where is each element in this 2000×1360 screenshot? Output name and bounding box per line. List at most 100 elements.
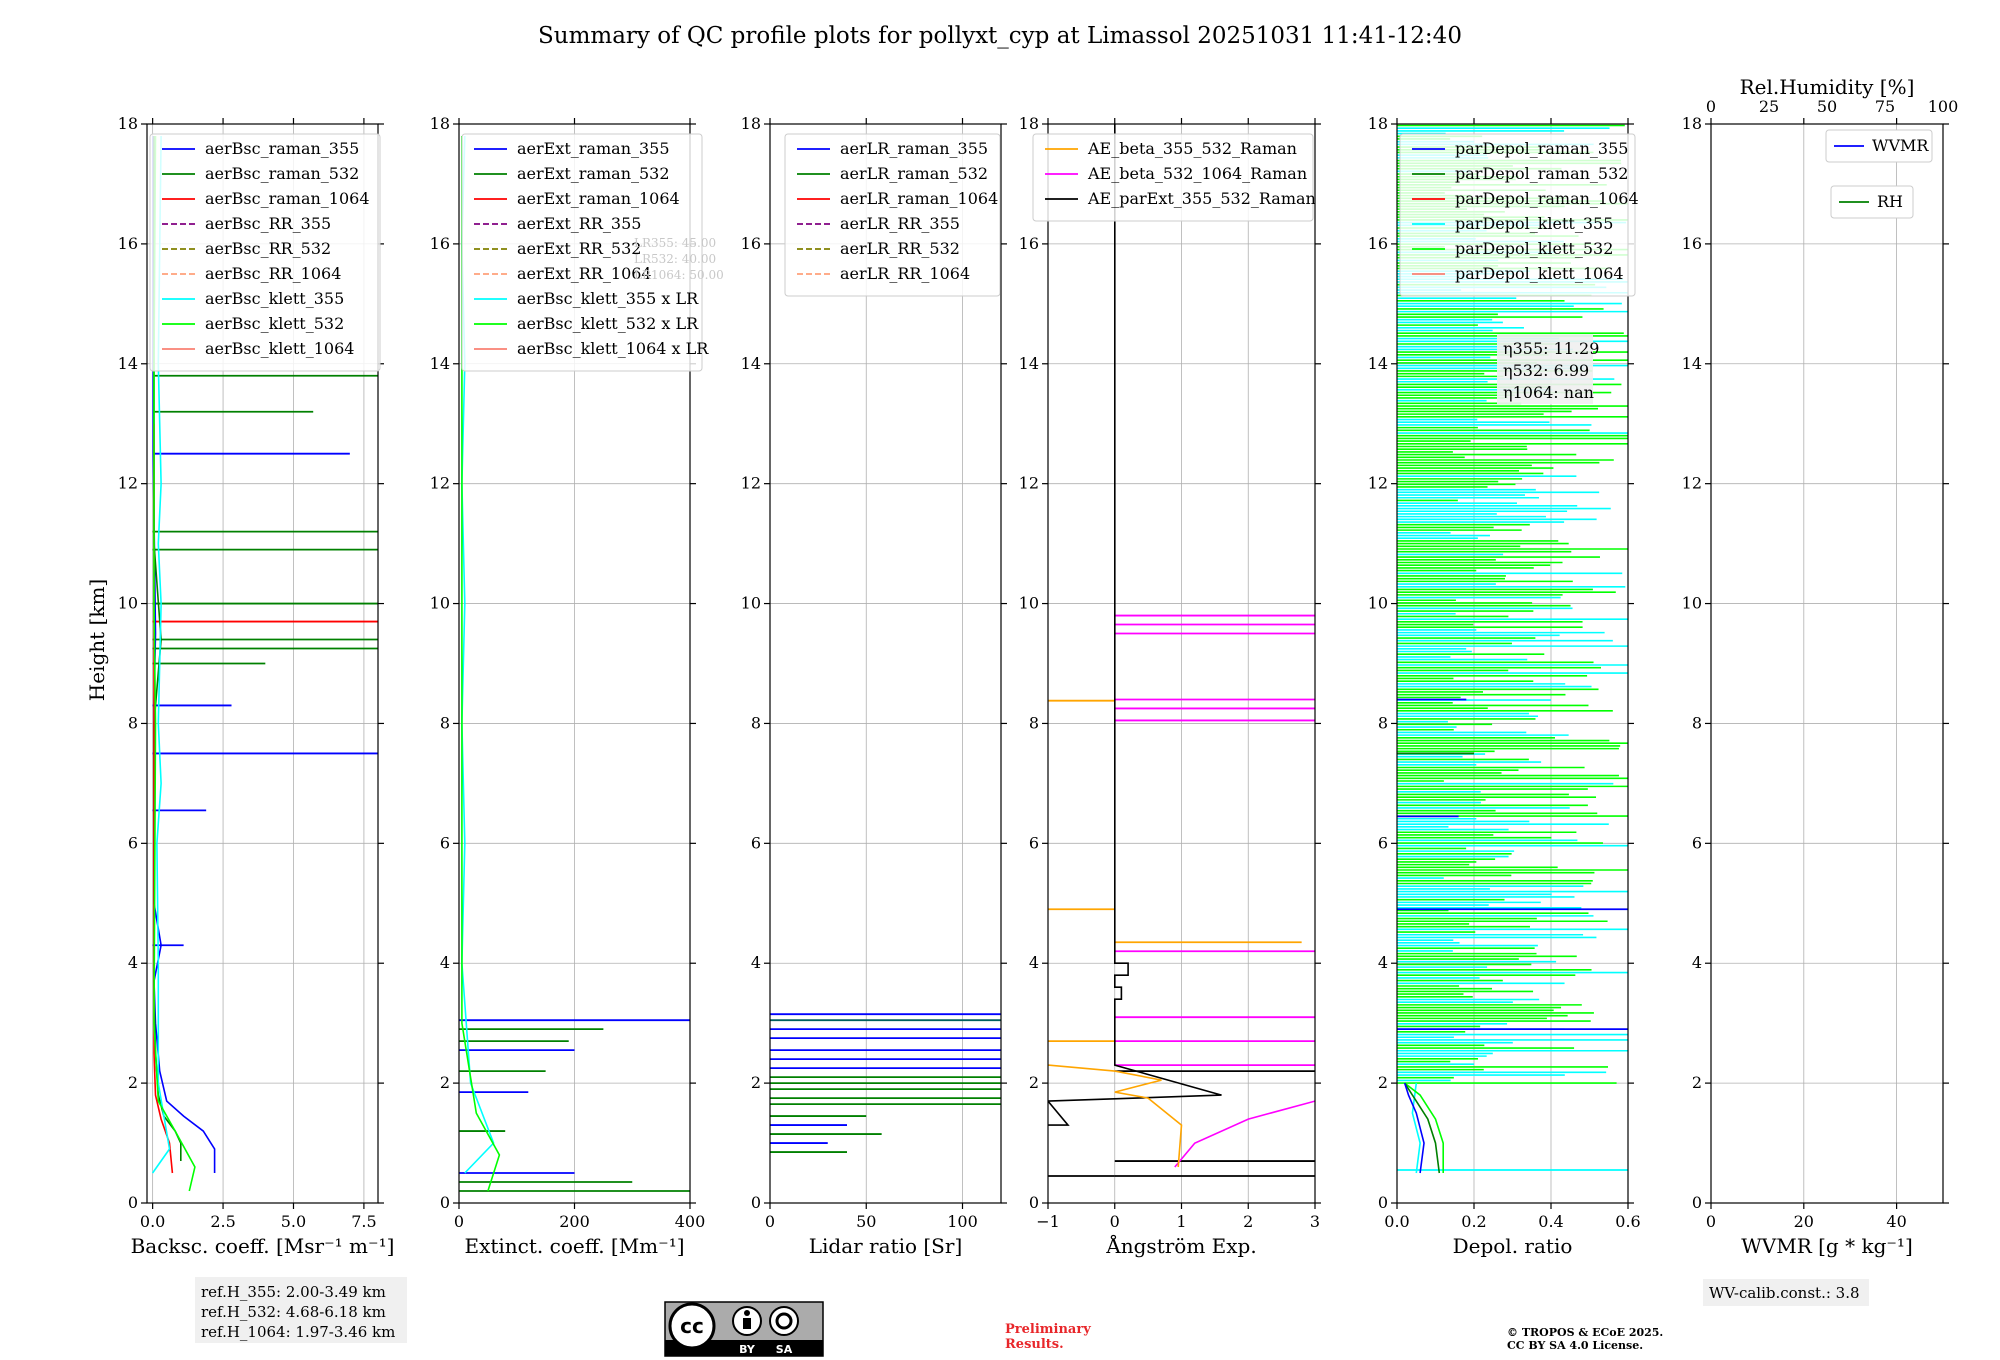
y-tick-label: 10 xyxy=(118,594,138,613)
y-tick-label: 12 xyxy=(118,474,138,493)
x-axis-label: Extinct. coeff. [Mm⁻¹] xyxy=(464,1234,684,1258)
legend-label: parDepol_klett_1064 xyxy=(1455,264,1624,283)
top-x-tick-label: 75 xyxy=(1875,97,1895,116)
y-tick-label: 12 xyxy=(1368,474,1388,493)
x-tick-label: 0.0 xyxy=(140,1212,165,1231)
legend-box-rh xyxy=(1830,185,1914,219)
legend-label: aerLR_RR_1064 xyxy=(840,264,970,283)
x-tick-label: 2 xyxy=(1243,1212,1253,1231)
series-aerBsc_klett_355 xyxy=(151,135,171,1174)
panel-lidar_ratio: 0 2 4 6 8 10 12 14 16 18 0 50 100 Lidar ratio [Sr] aer… xyxy=(741,114,1007,1258)
legend-box-wvmr xyxy=(1825,129,1933,163)
x-tick-label: 5.0 xyxy=(281,1212,306,1231)
y-tick-label: 14 xyxy=(1682,354,1702,373)
legend-label: aerLR_raman_532 xyxy=(840,164,988,183)
legend-label: aerExt_raman_355 xyxy=(517,139,670,158)
legend-box xyxy=(1399,133,1636,297)
x-tick-label: 100 xyxy=(947,1212,978,1231)
x-axis-label: Depol. ratio xyxy=(1453,1234,1573,1258)
y-tick-label: 14 xyxy=(118,354,138,373)
y-tick-label: 8 xyxy=(128,713,138,732)
y-tick-label: 8 xyxy=(1378,713,1388,732)
y-tick-label: 4 xyxy=(1378,953,1388,972)
y-tick-label: 6 xyxy=(440,833,450,852)
legend-label: aerExt_RR_532 xyxy=(517,239,641,258)
lr-annotation: LR532: 40.00 xyxy=(634,252,716,266)
legend-box xyxy=(149,133,381,372)
x-tick-label: 0.2 xyxy=(1461,1212,1486,1231)
legend-label: aerLR_RR_532 xyxy=(840,239,960,258)
top-x-tick-label: 25 xyxy=(1759,97,1779,116)
y-tick-label: 4 xyxy=(440,953,450,972)
y-tick-label: 0 xyxy=(1029,1193,1039,1212)
panel-frame xyxy=(1710,123,1944,1204)
y-tick-label: 2 xyxy=(1378,1073,1388,1092)
legend-box xyxy=(784,133,1001,297)
series-AE_parExt_355_532_Raman xyxy=(1048,124,1222,1126)
y-tick-label: 8 xyxy=(751,713,761,732)
x-tick-label: 50 xyxy=(856,1212,876,1231)
lr-annotation: LR355: 45.00 xyxy=(634,236,716,250)
preliminary-line1: Preliminary xyxy=(1005,1322,1091,1337)
cc-license-badge: cc BY SA xyxy=(664,1301,824,1357)
series-AE_beta_532_1064_Raman xyxy=(1174,1100,1315,1168)
legend-label: aerBsc_RR_355 xyxy=(205,214,331,233)
legend-box xyxy=(461,133,703,372)
legend-label: AE_parExt_355_532_Raman xyxy=(1087,189,1316,208)
eta-annotation: η1064: nan xyxy=(1503,383,1594,402)
x-tick-label: 0 xyxy=(454,1212,464,1231)
x-tick-label: 7.5 xyxy=(351,1212,376,1231)
y-tick-label: 6 xyxy=(1692,833,1702,852)
y-tick-label: 4 xyxy=(1029,953,1039,972)
top-x-tick-label: 0 xyxy=(1706,97,1716,116)
ref-heights-box: ref.H_355: 2.00-3.49 km ref.H_532: 4.68-… xyxy=(195,1277,407,1343)
y-tick-label: 0 xyxy=(1692,1193,1702,1212)
series-parDepol_raman_355 xyxy=(1403,1082,1425,1174)
legend-label: aerExt_raman_532 xyxy=(517,164,670,183)
legend-label: AE_beta_355_532_Raman xyxy=(1087,139,1297,158)
y-tick-label: 14 xyxy=(430,354,450,373)
legend-label: parDepol_raman_355 xyxy=(1455,139,1628,158)
legend-label: aerBsc_raman_355 xyxy=(205,139,359,158)
x-tick-label: 0 xyxy=(1706,1212,1716,1231)
legend-label: aerBsc_raman_1064 xyxy=(205,189,370,208)
preliminary-line2: Results. xyxy=(1005,1337,1064,1352)
legend-label: aerBsc_RR_532 xyxy=(205,239,331,258)
series-parDepol_klett_532 xyxy=(1404,1082,1444,1173)
x-tick-label: 20 xyxy=(1794,1212,1814,1231)
y-tick-label: 10 xyxy=(1019,594,1039,613)
wv-calib-text: WV-calib.const.: 3.8 xyxy=(1709,1284,1860,1302)
y-tick-label: 18 xyxy=(1368,114,1388,133)
panel-backscatter: 0 2 4 6 8 10 12 14 16 18 0.0 2.5 5.0 7.5 Backsc. coeff… xyxy=(118,114,395,1258)
x-tick-label: 0.6 xyxy=(1615,1212,1640,1231)
x-tick-label: 1 xyxy=(1176,1212,1186,1231)
legend-label: aerBsc_raman_532 xyxy=(205,164,359,183)
legend-label: aerBsc_klett_1064 xyxy=(205,339,354,358)
legend-label: aerLR_raman_355 xyxy=(840,139,988,158)
y-tick-label: 4 xyxy=(1692,953,1702,972)
y-tick-label: 16 xyxy=(430,234,450,253)
copyright-line2: CC BY SA 4.0 License. xyxy=(1507,1339,1643,1352)
legend-label: parDepol_klett_355 xyxy=(1455,214,1613,233)
y-tick-label: 18 xyxy=(741,114,761,133)
plot-area xyxy=(1711,124,1943,1203)
legend-label: aerBsc_klett_355 xyxy=(205,289,344,308)
y-tick-label: 16 xyxy=(1368,234,1388,253)
cc-icon xyxy=(668,1302,716,1350)
series-parDepol_raman_532 xyxy=(1404,1082,1441,1174)
y-tick-label: 14 xyxy=(1019,354,1039,373)
panel-frame xyxy=(146,123,379,1204)
eta-annotation: η355: 11.29 xyxy=(1503,339,1599,358)
legend-label: aerBsc_klett_532 xyxy=(205,314,344,333)
copyright-line1: © TROPOS & ECoE 2025. xyxy=(1507,1326,1663,1339)
badge-by-text: BY xyxy=(739,1343,756,1356)
y-tick-label: 16 xyxy=(1019,234,1039,253)
y-tick-label: 0 xyxy=(751,1193,761,1212)
y-tick-label: 14 xyxy=(741,354,761,373)
x-axis-label: Ångström Exp. xyxy=(1105,1233,1256,1258)
y-tick-label: 2 xyxy=(128,1073,138,1092)
legend-label: AE_beta_532_1064_Raman xyxy=(1087,164,1307,183)
ref-height-355: ref.H_355: 2.00-3.49 km xyxy=(201,1283,386,1301)
